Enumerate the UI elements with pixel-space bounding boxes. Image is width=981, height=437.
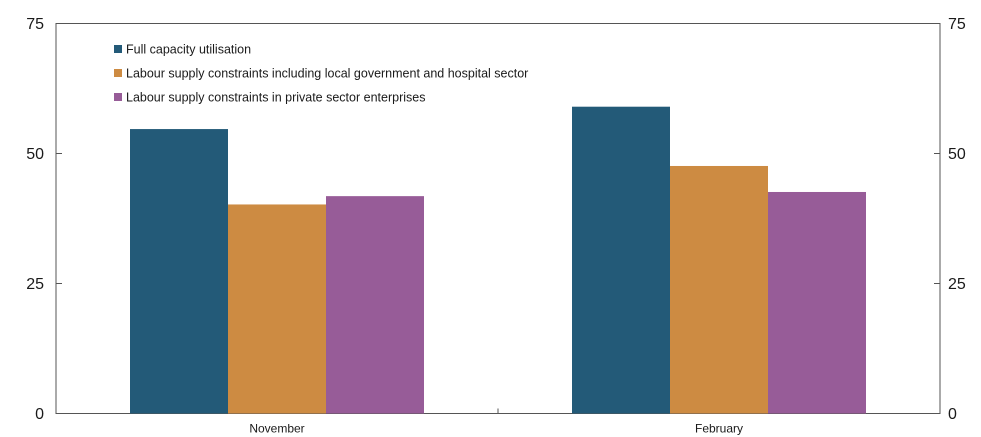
legend-label-labour-incl-public: Labour supply constraints including loca… bbox=[126, 67, 528, 81]
x-tick-label-february: February bbox=[695, 422, 743, 436]
bar-february-series-3 bbox=[768, 191, 866, 414]
y-tick-label-left: 0 bbox=[35, 406, 44, 423]
legend: Full capacity utilisation Labour supply … bbox=[114, 43, 528, 105]
bar-february-series-1 bbox=[572, 106, 670, 414]
y-tick-label-right: 0 bbox=[948, 406, 957, 423]
y-tick-label-left: 25 bbox=[26, 276, 44, 293]
legend-swatch-full-capacity bbox=[114, 45, 122, 53]
y-tick-label-right: 75 bbox=[948, 16, 966, 33]
x-tick-label-november: November bbox=[249, 422, 304, 436]
bar-november-series-3 bbox=[326, 196, 424, 414]
y-tick-label-right: 25 bbox=[948, 276, 966, 293]
y-tick-label-left: 75 bbox=[26, 16, 44, 33]
right-y-axis: 0 25 50 75 bbox=[934, 16, 966, 423]
legend-label-labour-private: Labour supply constraints in private sec… bbox=[126, 91, 425, 105]
bar-february-series-2 bbox=[670, 165, 768, 414]
bars-group bbox=[130, 106, 866, 414]
bar-november-series-2 bbox=[228, 204, 326, 414]
legend-label-full-capacity: Full capacity utilisation bbox=[126, 43, 251, 57]
y-tick-label-left: 50 bbox=[26, 146, 44, 163]
bar-november-series-1 bbox=[130, 129, 228, 414]
left-y-axis: 0 25 50 75 bbox=[26, 16, 62, 423]
y-tick-label-right: 50 bbox=[948, 146, 966, 163]
legend-swatch-labour-incl-public bbox=[114, 69, 122, 77]
x-axis: November February bbox=[249, 408, 743, 436]
legend-swatch-labour-private bbox=[114, 93, 122, 101]
